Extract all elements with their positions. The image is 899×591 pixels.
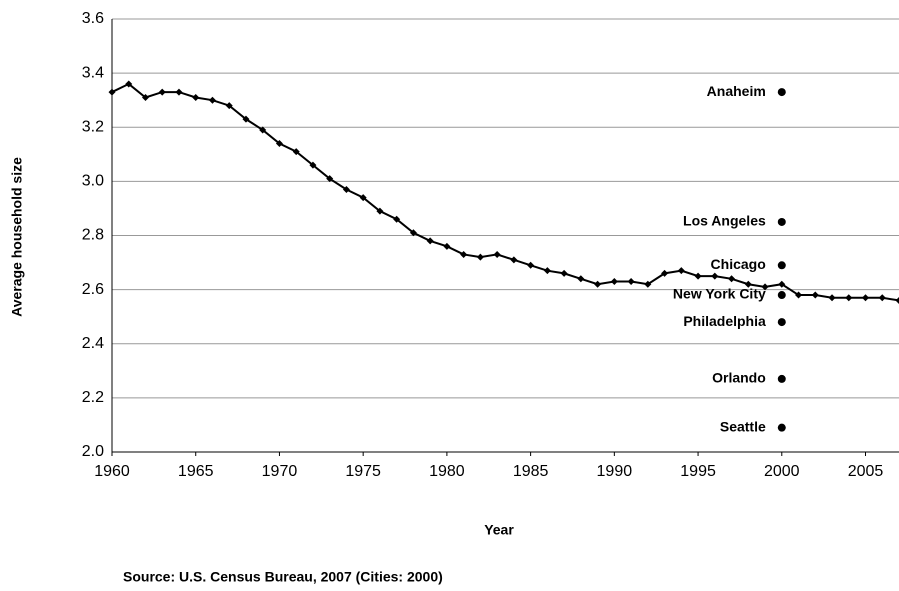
y-tick-label: 3.0 — [82, 173, 104, 190]
marker — [443, 242, 451, 250]
marker — [275, 139, 283, 147]
marker — [527, 261, 535, 269]
marker — [761, 283, 769, 291]
marker — [795, 291, 803, 299]
city-label: New York City — [673, 286, 766, 302]
y-tick-label: 2.4 — [82, 335, 104, 352]
city-point — [777, 291, 786, 300]
city-point — [777, 318, 786, 327]
y-tick-label: 3.4 — [82, 64, 104, 81]
marker — [744, 280, 752, 288]
y-tick-label: 3.2 — [82, 118, 104, 135]
marker — [493, 250, 501, 258]
marker — [610, 278, 618, 286]
marker — [158, 88, 166, 96]
marker — [309, 161, 317, 169]
y-tick-label: 2.6 — [82, 281, 104, 298]
marker — [108, 88, 116, 96]
marker — [644, 280, 652, 288]
x-tick-label: 1990 — [597, 463, 633, 480]
marker — [845, 294, 853, 302]
marker — [594, 280, 602, 288]
marker — [125, 80, 133, 88]
marker — [393, 215, 401, 223]
city-point — [777, 423, 786, 432]
marker — [259, 126, 267, 134]
marker — [242, 115, 250, 123]
marker — [895, 296, 899, 304]
marker — [476, 253, 484, 261]
marker — [560, 269, 568, 277]
city-point — [777, 88, 786, 97]
marker — [878, 294, 886, 302]
marker — [728, 275, 736, 283]
city-point — [777, 261, 786, 270]
marker — [661, 269, 669, 277]
city-label: Orlando — [712, 370, 766, 386]
x-axis-label: Year — [484, 522, 514, 538]
marker — [409, 229, 417, 237]
marker — [292, 148, 300, 156]
marker — [627, 278, 635, 286]
x-tick-label: 1975 — [345, 463, 381, 480]
city-point — [777, 217, 786, 226]
x-tick-label: 1985 — [513, 463, 549, 480]
marker — [208, 96, 216, 104]
city-label: Los Angeles — [683, 213, 766, 229]
marker — [543, 267, 551, 275]
marker — [376, 207, 384, 215]
marker — [175, 88, 183, 96]
marker — [577, 275, 585, 283]
city-point — [777, 374, 786, 383]
marker — [192, 93, 200, 101]
marker — [510, 256, 518, 264]
marker — [811, 291, 819, 299]
marker — [862, 294, 870, 302]
marker — [828, 294, 836, 302]
y-tick-label: 2.8 — [82, 227, 104, 244]
marker — [677, 267, 685, 275]
marker — [711, 272, 719, 280]
x-tick-label: 1970 — [262, 463, 298, 480]
city-label: Seattle — [720, 418, 766, 434]
marker — [460, 250, 468, 258]
marker — [342, 185, 350, 193]
x-tick-label: 1995 — [680, 463, 716, 480]
x-tick-label: 1980 — [429, 463, 465, 480]
y-tick-label: 2.2 — [82, 389, 104, 406]
city-label: Philadelphia — [683, 313, 766, 329]
x-tick-label: 1960 — [94, 463, 130, 480]
city-label: Anaheim — [707, 83, 766, 99]
marker — [141, 93, 149, 101]
marker — [225, 102, 233, 110]
y-tick-label: 2.0 — [82, 443, 104, 460]
x-tick-label: 2005 — [848, 463, 884, 480]
marker — [359, 194, 367, 202]
source-note: Source: U.S. Census Bureau, 2007 (Cities… — [123, 569, 443, 585]
marker — [694, 272, 702, 280]
x-tick-label: 1965 — [178, 463, 214, 480]
marker — [326, 175, 334, 183]
x-tick-label: 2000 — [764, 463, 800, 480]
y-axis-label: Average household size — [9, 157, 25, 317]
marker — [778, 280, 786, 288]
city-label: Chicago — [711, 256, 766, 272]
marker — [426, 237, 434, 245]
y-tick-label: 3.6 — [82, 10, 104, 27]
